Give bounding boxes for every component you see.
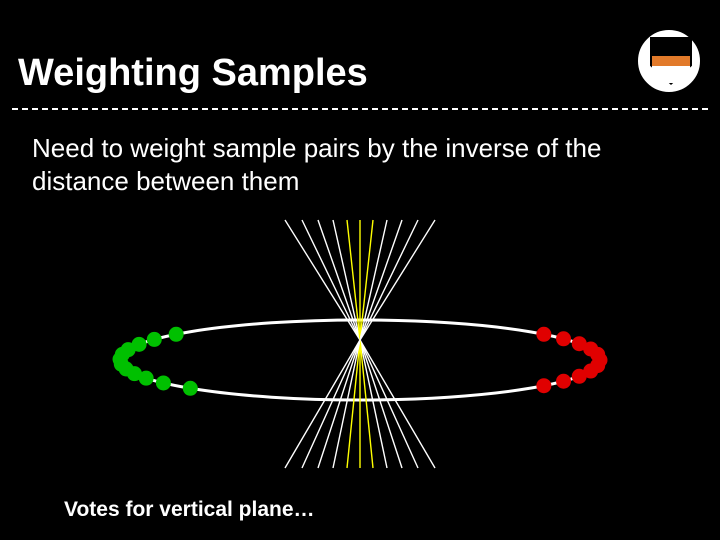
sample-dot-left (169, 327, 184, 342)
sample-dot-right (572, 369, 587, 384)
caption: Votes for vertical plane… (64, 498, 315, 522)
sample-diagram (0, 210, 720, 470)
body-text: Need to weight sample pairs by the inver… (32, 132, 672, 197)
institution-logo (638, 30, 700, 92)
divider (12, 108, 708, 110)
ray-line (333, 340, 360, 468)
sample-dot-left (147, 332, 162, 347)
sample-dot-left (132, 337, 147, 352)
sample-dot-right (536, 327, 551, 342)
ray-line (360, 220, 387, 340)
sample-dot-right (556, 374, 571, 389)
sample-dot-left (156, 375, 171, 390)
ray-line (333, 220, 360, 340)
sample-dot-right (536, 378, 551, 393)
slide: Weighting Samples Need to weight sample … (0, 0, 720, 540)
sample-dot-left (183, 381, 198, 396)
ray-line (360, 340, 418, 468)
ray-line (360, 340, 387, 468)
ray-line (302, 340, 360, 468)
slide-title: Weighting Samples (18, 52, 368, 95)
sample-dot-right (556, 331, 571, 346)
